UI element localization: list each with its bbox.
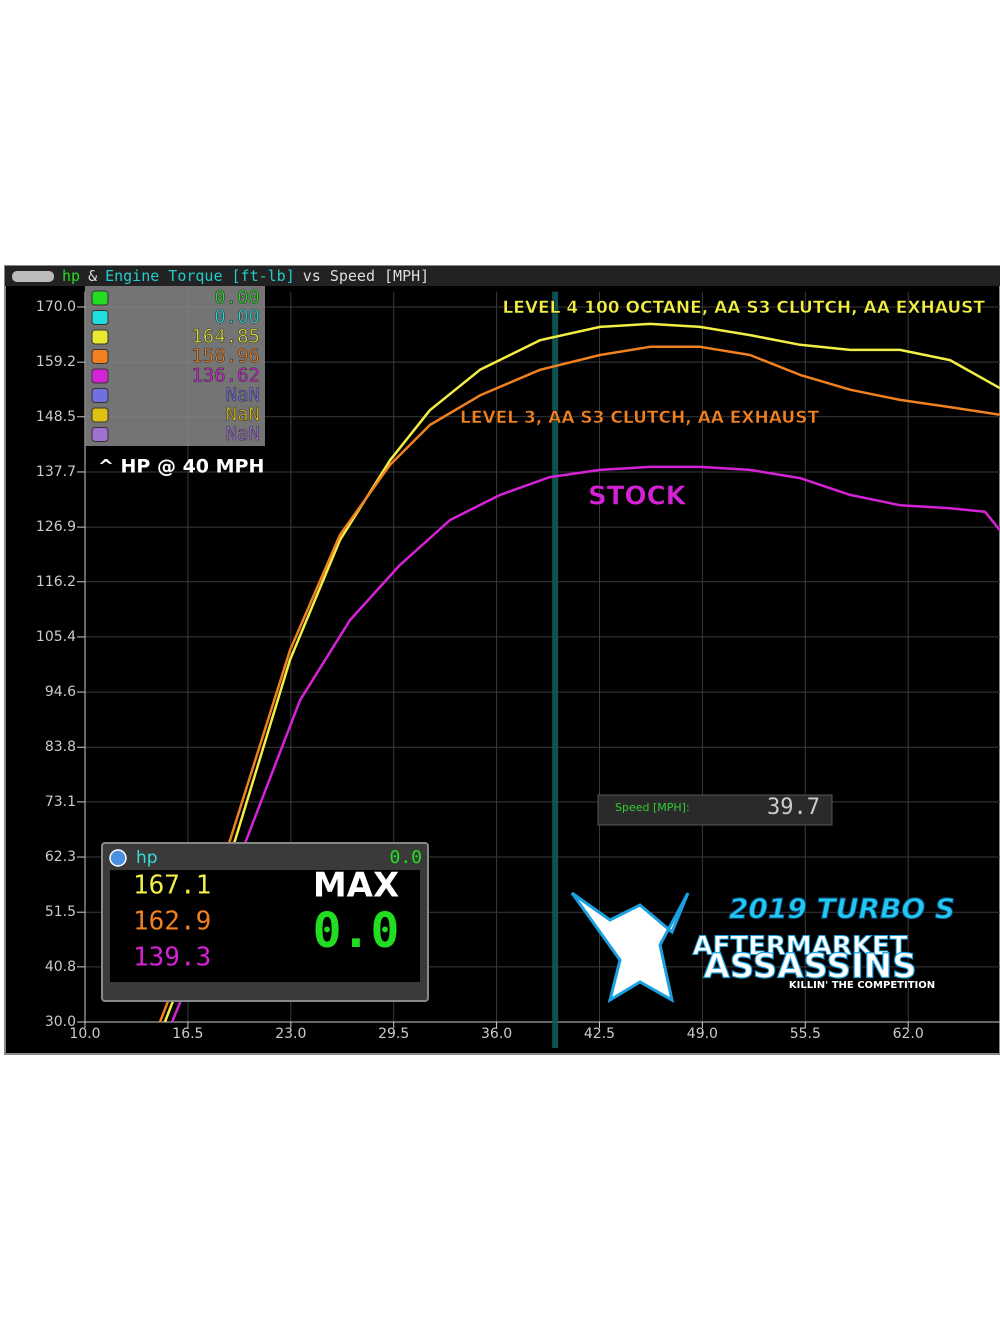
- title-part: &: [88, 267, 97, 285]
- y-tick-label: 73.1: [45, 794, 76, 810]
- max-panel-title: hp: [136, 848, 158, 868]
- speed-value: 39.7: [767, 795, 820, 820]
- readout-value: 158.96: [191, 345, 260, 367]
- readout-value: 164.85: [191, 326, 260, 348]
- y-tick-label: 170.0: [36, 299, 76, 315]
- y-tick-label: 94.6: [45, 684, 76, 700]
- y-tick-label: 116.2: [36, 574, 76, 590]
- x-tick-label: 16.5: [172, 1026, 203, 1042]
- readout-value: NaN: [226, 384, 260, 406]
- series-line: [170, 465, 1000, 1023]
- chart-title: hp & Engine Torque [ft-lb] vs Speed [MPH]: [62, 267, 429, 285]
- readout-swatch: [91, 329, 109, 345]
- y-tick-label: 105.4: [36, 629, 76, 645]
- max-label: MAX: [313, 866, 399, 906]
- brand-bottom: ASSASSINS: [703, 947, 916, 987]
- readout-value: 0.00: [214, 306, 260, 328]
- speed-label: Speed [MPH]:: [615, 801, 690, 814]
- y-tick-label: 62.3: [45, 849, 76, 865]
- plot: 30.0 40.8 51.5 62.3 73.1 83.8 94.6 105.4 116.2 12…: [36, 291, 1000, 1048]
- readout-swatch: [91, 427, 109, 442]
- peak-value: 167.1: [133, 871, 211, 901]
- readout-value: 0.00: [214, 287, 260, 309]
- title-bar: [5, 266, 1000, 286]
- y-tick-label: 159.2: [36, 354, 76, 370]
- readout-swatch: [91, 290, 109, 306]
- series-label: LEVEL 3, AA S3 CLUTCH, AA EXHAUST: [460, 408, 819, 428]
- series-label: STOCK: [588, 482, 687, 512]
- y-tick-label: 30.0: [45, 1014, 76, 1030]
- y-tick-label: 137.7: [36, 464, 76, 480]
- x-tick-label: 62.0: [893, 1026, 924, 1042]
- settings-icon[interactable]: [109, 849, 127, 867]
- peak-value: 162.9: [133, 907, 211, 937]
- readout-value: 136.62: [191, 365, 260, 387]
- y-tick-label: 40.8: [45, 959, 76, 975]
- readout-swatch: [91, 388, 109, 403]
- readout-swatch: [91, 310, 109, 325]
- peak-value: 139.3: [133, 943, 211, 973]
- readout-note: ^ HP @ 40 MPH: [98, 456, 264, 478]
- title-part: Engine Torque [ft-lb]: [105, 267, 295, 285]
- window-button[interactable]: [12, 271, 54, 282]
- model-label: 2019 TURBO S: [729, 892, 955, 925]
- x-tick-label: 55.5: [790, 1026, 821, 1042]
- series-line: [158, 345, 1000, 1023]
- max-value: 0.0: [313, 903, 400, 959]
- readout-panel: [85, 286, 265, 446]
- max-panel-value: 0.0: [389, 847, 422, 868]
- readout-swatch: [91, 368, 109, 384]
- y-tick-label: 83.8: [45, 739, 76, 755]
- x-tick-label: 42.5: [584, 1026, 615, 1042]
- readout-value: NaN: [226, 404, 260, 426]
- title-part: hp: [62, 267, 80, 285]
- readout-swatch: [91, 407, 109, 423]
- x-tick-label: 49.0: [687, 1026, 718, 1042]
- max-panel-inner: [110, 870, 420, 982]
- x-tick-label: 36.0: [481, 1026, 512, 1042]
- y-tick-label: 148.5: [36, 409, 76, 425]
- series-label: LEVEL 4 100 OCTANE, AA S3 CLUTCH, AA EXH…: [502, 298, 985, 318]
- y-tick-label: 51.5: [45, 904, 76, 920]
- x-tick-label: 10.0: [69, 1026, 100, 1042]
- title-part: vs Speed [MPH]: [303, 267, 429, 285]
- series-line: [163, 322, 1000, 1023]
- y-tick-label: 126.9: [36, 519, 76, 535]
- x-tick-label: 23.0: [275, 1026, 306, 1042]
- readout-swatch: [91, 349, 109, 364]
- x-tick-label: 29.5: [378, 1026, 409, 1042]
- readout-value: NaN: [226, 423, 260, 445]
- brand-top: AFTERMARKET: [692, 932, 907, 962]
- speed-box: [597, 794, 833, 826]
- tagline: KILLIN' THE COMPETITION: [789, 980, 935, 991]
- logo-emblem: [570, 891, 690, 1004]
